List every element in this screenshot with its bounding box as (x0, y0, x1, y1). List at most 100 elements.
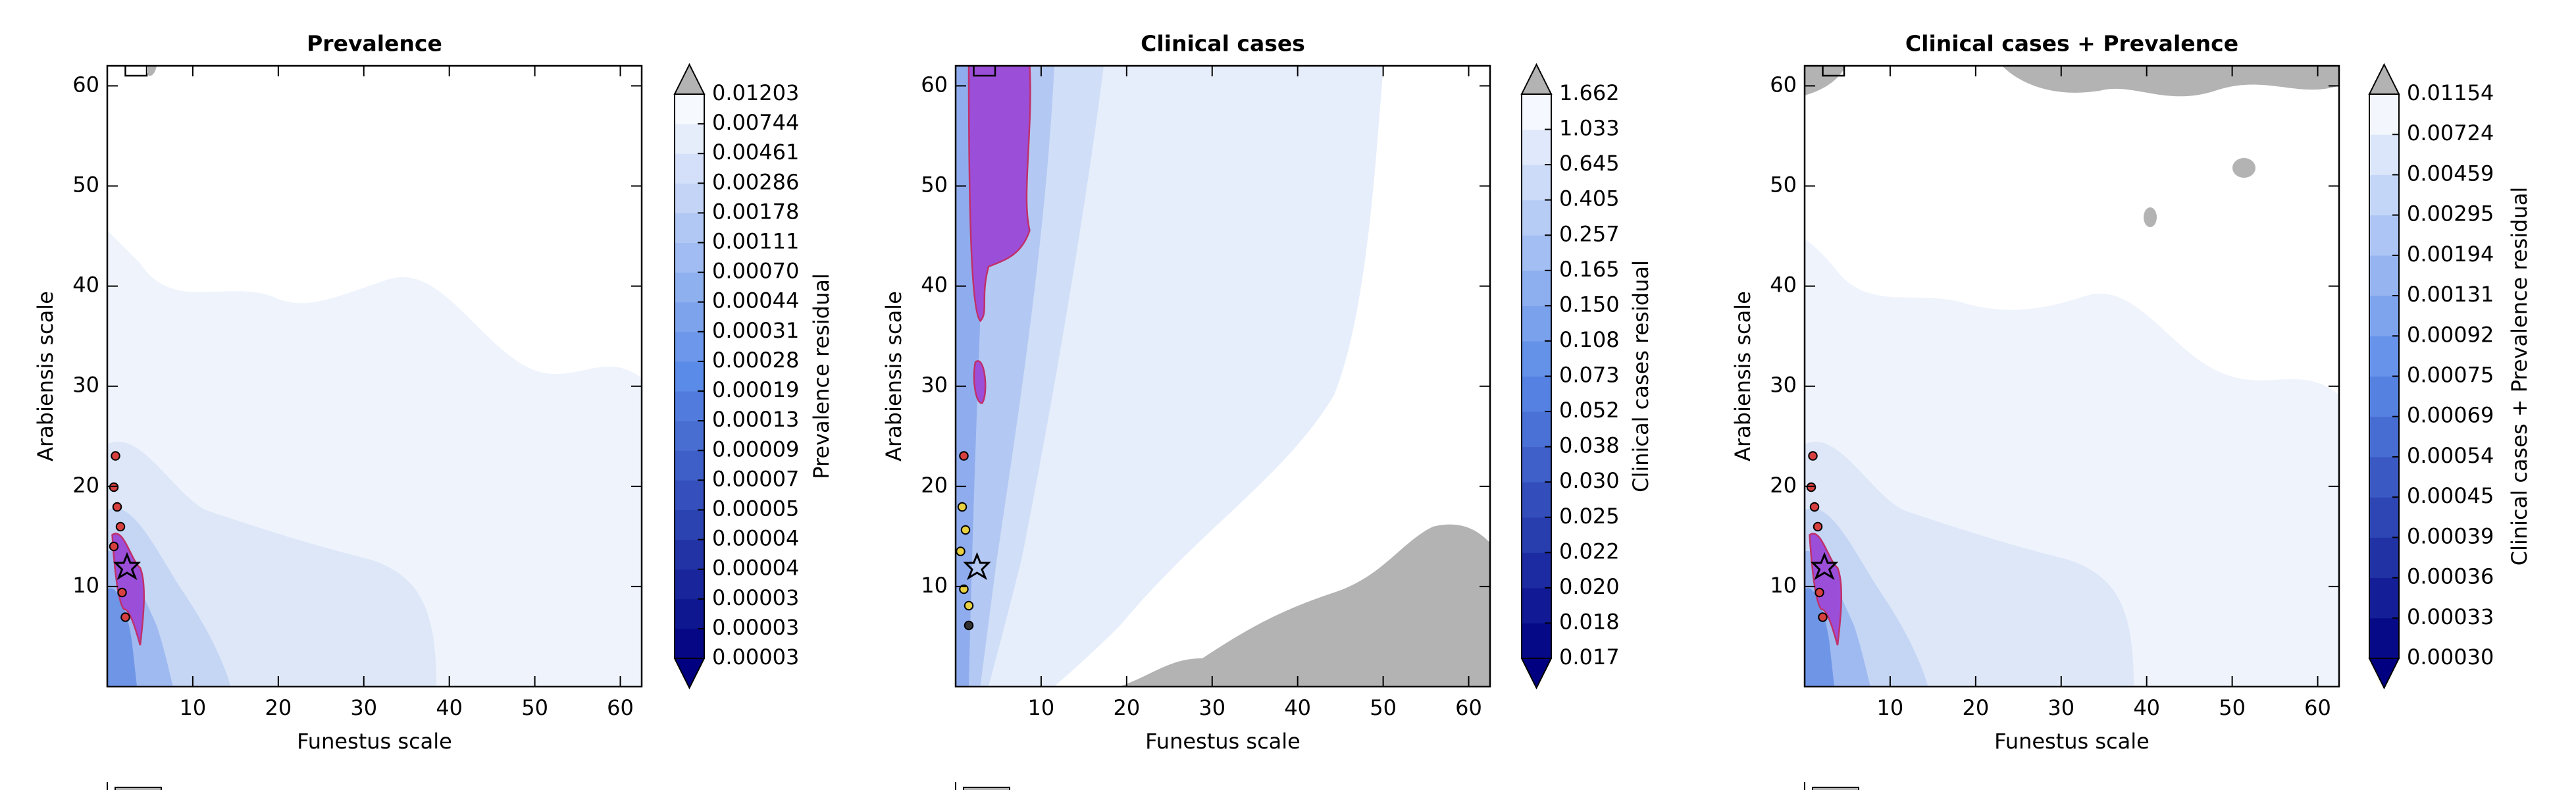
colorbar-band (1522, 517, 1551, 553)
colorbar-tick-label: 0.00178 (712, 199, 799, 224)
colorbar-under (673, 658, 706, 690)
colorbar-band (1522, 199, 1551, 236)
colorbar-tick-label: 0.00461 (712, 140, 799, 165)
colorbar-band (1522, 411, 1551, 448)
x-axis-label: Funestus scale (1994, 729, 2150, 754)
legend-fragment (107, 782, 1859, 790)
y-axis-label: Arabiensis scale (881, 291, 906, 461)
colorbar-band (675, 480, 704, 510)
y-axis-label: Arabiensis scale (1730, 291, 1755, 461)
colorbar-band (2369, 296, 2399, 336)
y-tick-label: 30 (921, 373, 948, 398)
colorbar-tick-label: 0.00744 (712, 110, 799, 135)
y-tick-label: 60 (921, 72, 948, 97)
colorbar-band (2369, 497, 2399, 538)
chart-title: Prevalence (307, 31, 442, 57)
colorbar-tick-label: 0.073 (1559, 363, 1620, 388)
colorbar-band (1522, 482, 1551, 518)
colorbar-tick-label: 0.00092 (2407, 322, 2494, 347)
colorbar-band (1522, 165, 1551, 201)
colorbar-band (675, 569, 704, 600)
colorbar-tick-label: 0.00044 (712, 288, 799, 313)
colorbar-tick-label: 0.00030 (2407, 645, 2494, 670)
y-tick-label: 10 (72, 573, 99, 598)
colorbar-band (2369, 577, 2399, 619)
plot-frame (1803, 65, 2340, 688)
colorbar-tick-label: 0.00003 (712, 645, 799, 670)
x-tick-label: 50 (521, 695, 548, 720)
colorbar-tick-label: 0.165 (1559, 257, 1620, 282)
colorbar-frame (674, 93, 705, 659)
plot-frame (954, 65, 1491, 688)
x-tick-label: 30 (1198, 695, 1225, 720)
colorbar-band (2369, 376, 2399, 417)
colorbar-tick-label: 0.150 (1559, 292, 1620, 317)
y-tick-label: 60 (1770, 72, 1797, 97)
colorbar-band (1522, 623, 1551, 659)
y-tick-label: 40 (72, 273, 99, 298)
contour-field (107, 66, 642, 687)
colorbar-under (2368, 658, 2400, 690)
colorbar-band (675, 331, 704, 362)
plot-frame (106, 65, 643, 688)
colorbar-tick-label: 0.00003 (712, 615, 799, 640)
x-tick-label: 50 (1370, 695, 1397, 720)
colorbar-tick-label: 0.00019 (712, 377, 799, 402)
colorbar-band (675, 421, 704, 451)
colorbar-band (675, 272, 704, 303)
colorbar-tick-label: 0.645 (1559, 151, 1620, 176)
colorbar-band (1522, 446, 1551, 483)
colorbar-over (2368, 63, 2400, 95)
colorbar-band (2369, 255, 2399, 296)
colorbar-tick-label: 0.00045 (2407, 483, 2494, 508)
colorbar-band (1522, 235, 1551, 271)
colorbar-tick-label: 0.020 (1559, 574, 1620, 599)
colorbar-tick-label: 0.038 (1559, 433, 1620, 458)
colorbar-band (675, 361, 704, 392)
colorbar-tick-label: 0.00033 (2407, 604, 2494, 629)
colorbar-tick-label: 0.00070 (712, 259, 799, 284)
x-tick-label: 60 (607, 695, 634, 720)
y-tick-label: 50 (1770, 172, 1797, 198)
colorbar-band (1522, 270, 1551, 306)
colorbar-tick-label: 0.025 (1559, 504, 1620, 529)
chart-title: Clinical cases + Prevalence (1905, 31, 2238, 57)
colorbar-tick-label: 0.00007 (712, 466, 799, 491)
colorbar-band (2369, 174, 2399, 216)
colorbar-band (675, 510, 704, 540)
colorbar-tick-label: 0.00004 (712, 556, 799, 581)
colorbar-band (675, 628, 704, 659)
colorbar-band (2369, 134, 2399, 175)
chart-title: Clinical cases (1141, 31, 1305, 57)
x-tick-label: 60 (1455, 695, 1482, 720)
y-tick-label: 20 (1770, 473, 1797, 498)
y-tick-label: 40 (1770, 273, 1797, 298)
colorbar-band (675, 450, 704, 481)
colorbar-tick-label: 0.030 (1559, 468, 1620, 493)
contour-field (1805, 66, 2340, 687)
colorbar-tick-label: 0.00075 (2407, 363, 2494, 388)
colorbar-tick-label: 0.257 (1559, 221, 1620, 246)
colorbar-band (1522, 376, 1551, 412)
y-tick-label: 40 (921, 273, 948, 298)
colorbar-label: Clinical cases residual (1628, 260, 1653, 492)
x-tick-label: 30 (350, 695, 377, 720)
colorbar-over (1520, 63, 1553, 95)
colorbar-band (2369, 215, 2399, 256)
y-tick-label: 50 (921, 172, 948, 198)
colorbar-tick-label: 0.00131 (2407, 282, 2494, 307)
colorbar-over (673, 63, 706, 95)
x-tick-label: 20 (1113, 695, 1140, 720)
colorbar-band (675, 242, 704, 273)
colorbar-tick-label: 0.00036 (2407, 564, 2494, 589)
colorbar-tick-label: 1.033 (1559, 116, 1620, 141)
colorbar-band (2369, 618, 2399, 659)
colorbar-label: Prevalence residual (809, 273, 834, 479)
y-tick-label: 50 (72, 172, 99, 198)
x-tick-label: 40 (2133, 695, 2160, 720)
colorbar-band (675, 539, 704, 570)
colorbar-tick-label: 0.00003 (712, 585, 799, 610)
colorbar-band (1522, 129, 1551, 165)
x-tick-label: 20 (1962, 695, 1989, 720)
colorbar-band (675, 153, 704, 184)
